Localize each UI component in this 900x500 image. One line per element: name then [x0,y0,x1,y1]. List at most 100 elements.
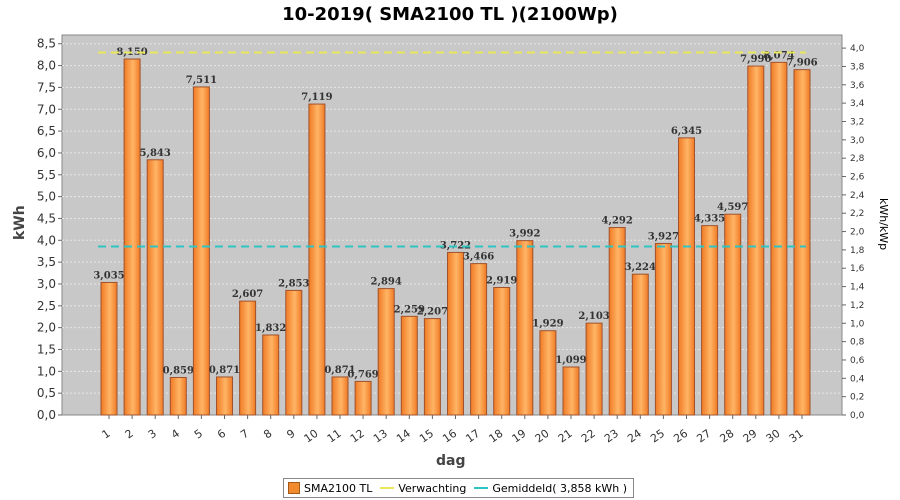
bar [470,263,488,416]
y2-tick-label: 3,4 [850,99,865,109]
y2-tick-label: 2,6 [850,173,865,183]
y-tick-label: 4,5 [37,211,56,225]
bar [239,300,257,416]
data-label: 3,927 [648,231,679,242]
bar [169,376,187,416]
data-label: 6,345 [671,126,702,137]
data-label: 0,871 [324,365,355,376]
bar [354,380,372,416]
x-tick-label: 3 [146,427,159,442]
x-tick-label: 10 [302,427,321,446]
x-axis-title: dag [436,453,466,469]
data-label: 2,919 [486,276,517,287]
bar [678,137,695,416]
x-tick-label: 31 [787,427,806,446]
bar [516,240,534,416]
x-tick-label: 21 [556,427,575,446]
data-label: 7,990 [740,54,771,65]
data-label: 7,119 [301,92,332,103]
x-tick-label: 26 [671,427,690,446]
data-label: 5,843 [140,148,171,159]
y2-tick-label: 0,6 [850,356,865,366]
legend: SMA2100 TL Verwachting Gemiddeld( 3,858 … [283,478,635,498]
data-label: 2,103 [578,311,609,322]
bar [285,289,303,416]
y2-axis-title: kWh/kWp [877,198,890,251]
data-label: 3,466 [463,252,494,263]
x-tick-label: 14 [394,427,413,446]
bar [562,366,580,416]
x-tick-label: 23 [602,427,621,446]
x-tick-label: 7 [238,427,251,442]
bar [654,242,672,416]
bar [308,103,326,416]
y2-tick-label: 0,4 [850,374,865,384]
x-tick-label: 20 [533,427,552,446]
data-label: 2,607 [232,289,263,300]
legend-item-production: SMA2100 TL [288,482,372,495]
x-tick-label: 9 [284,427,297,442]
x-tick-label: 12 [348,427,367,446]
bar [423,318,441,416]
x-tick-label: 4 [169,427,182,442]
bar [100,281,118,416]
data-label: 3,992 [509,229,540,240]
y2-tick-label: 3,8 [850,62,865,72]
y-tick-label: 5,0 [37,190,56,204]
data-label: 0,871 [209,365,240,376]
x-tick-label: 30 [764,427,783,446]
y2-tick-label: 1,6 [850,264,865,274]
y-tick-label: 8,5 [37,37,56,51]
data-label: 2,853 [278,278,309,289]
bar [539,330,557,416]
y-axis-title: kWh [12,205,28,240]
x-tick-label: 13 [371,427,390,446]
x-tick-label: 1 [100,427,113,442]
legend-swatch-bar [288,482,300,494]
bar [585,322,603,416]
y2-tick-label: 2,2 [850,209,864,219]
bar [793,69,811,416]
y2-tick-label: 0,0 [850,411,865,421]
data-label: 2,894 [371,277,402,288]
data-label: 1,832 [255,323,286,334]
y-tick-label: 0,5 [37,386,56,400]
x-tick-label: 25 [648,427,667,446]
legend-item-average: Gemiddeld( 3,858 kWh ) [474,482,627,495]
bar [262,334,280,416]
y2-tick-label: 2,0 [850,228,865,238]
x-tick-label: 5 [192,427,205,442]
x-tick-label: 8 [261,427,274,442]
chart-title: 10-2019( SMA2100 TL )(2100Wp) [282,4,618,25]
x-tick-label: 29 [741,427,760,446]
data-label: 8,074 [763,50,794,61]
data-label: 3,224 [625,262,656,273]
y2-tick-label: 4,0 [850,44,865,54]
bar [216,376,233,416]
y-tick-label: 3,0 [37,277,56,291]
bar [631,273,649,416]
bar [770,61,788,416]
bar [701,225,719,416]
x-tick-label: 27 [694,427,713,446]
y2-tick-label: 3,2 [850,117,864,127]
x-tick-label: 16 [440,427,459,446]
x-tick-label: 11 [325,427,344,446]
legend-swatch-average [474,487,489,489]
x-tick-label: 15 [417,427,436,446]
data-label: 1,099 [555,355,586,366]
x-tick-label: 2 [123,427,136,442]
legend-label-average: Gemiddeld( 3,858 kWh ) [492,481,628,495]
data-label: 0,769 [347,369,378,380]
data-label: 3,035 [93,270,124,281]
y2-tick-label: 2,4 [850,191,865,201]
y-tick-label: 0,0 [37,408,56,422]
x-tick-label: 6 [215,427,228,442]
x-tick-label: 19 [510,427,529,446]
bar [400,315,418,416]
data-label: 7,906 [786,58,817,69]
y-tick-label: 6,5 [37,124,56,138]
y2-tick-label: 0,2 [850,393,864,403]
legend-label-expected: Verwachting [398,481,467,495]
